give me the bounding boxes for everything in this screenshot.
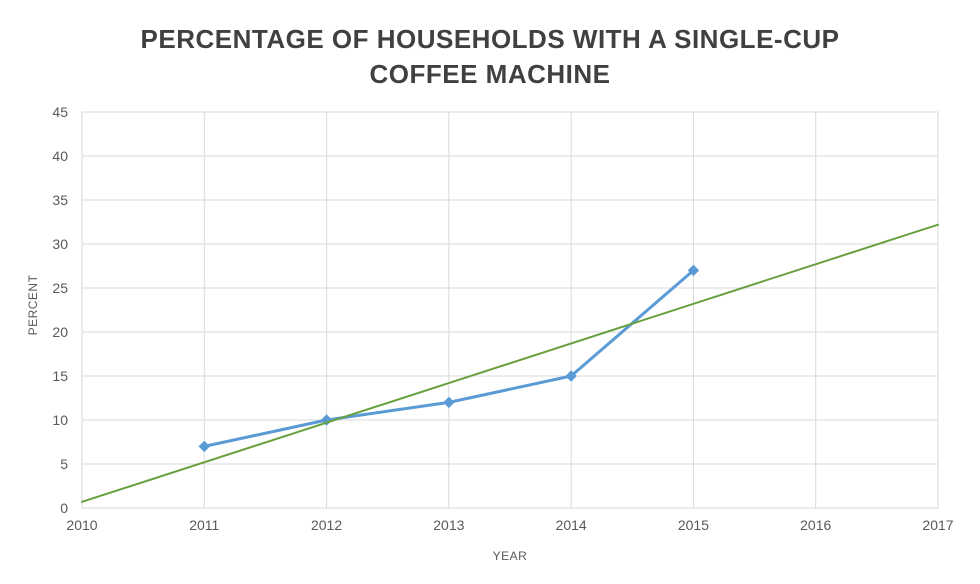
percent-of-households-marker xyxy=(565,370,577,382)
x-tick-label: 2017 xyxy=(922,517,953,533)
x-axis-title: YEAR xyxy=(492,549,528,563)
percent-of-households-marker xyxy=(687,264,700,277)
y-tick-label: 25 xyxy=(52,280,68,296)
chart-title: PERCENTAGE OF HOUSEHOLDS WITH A SINGLE-C… xyxy=(140,24,840,90)
y-tick-label: 10 xyxy=(52,412,68,428)
x-tick-label: 2013 xyxy=(433,517,464,533)
y-tick-label: 30 xyxy=(52,236,68,252)
y-tick-label: 0 xyxy=(60,500,68,516)
x-tick-label: 2014 xyxy=(556,517,587,533)
percent-of-households-marker xyxy=(198,440,210,453)
x-tick-label: 2012 xyxy=(311,517,342,533)
linear-trendline-line xyxy=(81,223,939,503)
x-tick-label: 2016 xyxy=(800,517,831,533)
y-tick-label: 5 xyxy=(60,456,68,472)
y-tick-label: 20 xyxy=(52,324,68,340)
y-tick-label: 15 xyxy=(52,368,68,384)
percent-of-households-marker xyxy=(443,396,455,409)
x-tick-label: 2010 xyxy=(66,517,97,533)
y-tick-label: 35 xyxy=(52,192,68,208)
y-tick-label: 40 xyxy=(52,148,68,164)
plot-border xyxy=(81,111,939,509)
y-axis-title: PERCENT xyxy=(26,274,40,336)
y-tick-label: 45 xyxy=(52,104,68,120)
x-tick-label: 2011 xyxy=(189,517,219,533)
x-tick-label: 2015 xyxy=(678,517,709,533)
